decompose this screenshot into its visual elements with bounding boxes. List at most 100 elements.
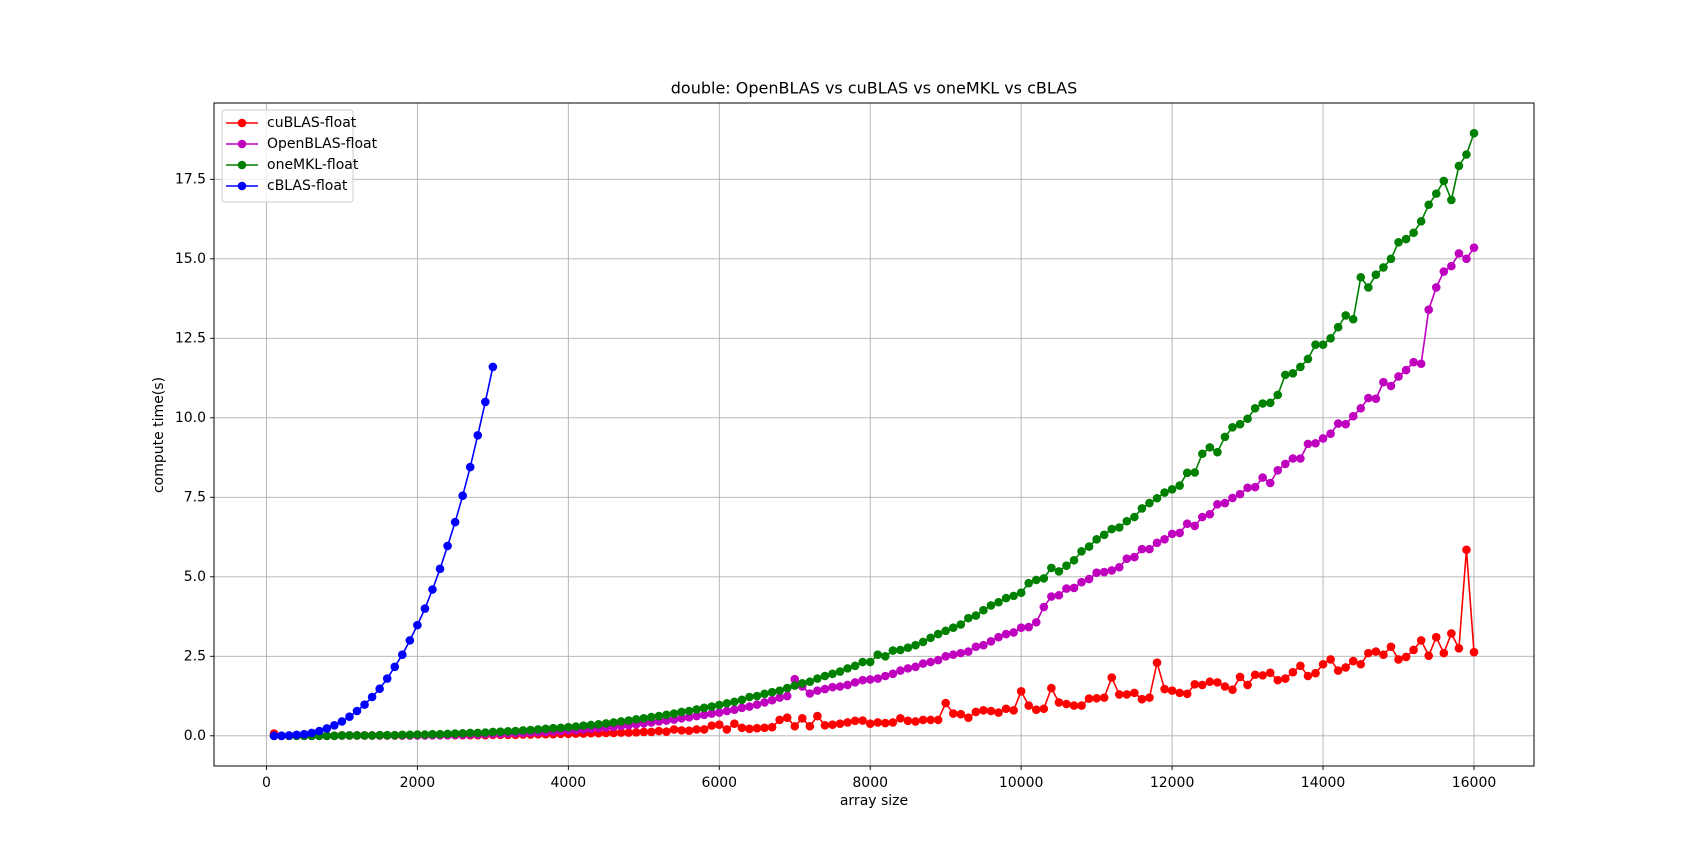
data-point xyxy=(964,647,973,656)
data-point xyxy=(1114,562,1124,572)
data-point xyxy=(896,714,905,723)
data-point xyxy=(1130,512,1139,522)
data-point xyxy=(390,662,400,672)
data-point xyxy=(903,716,913,726)
data-point xyxy=(737,723,747,733)
data-point xyxy=(428,585,437,594)
data-point xyxy=(1469,647,1479,657)
data-point xyxy=(828,720,837,729)
axes-frame xyxy=(213,102,1535,767)
data-point xyxy=(1265,668,1275,678)
data-point xyxy=(835,719,845,729)
data-point xyxy=(654,726,664,736)
data-point xyxy=(1273,465,1283,475)
data-point xyxy=(1039,574,1049,583)
data-point xyxy=(1356,272,1366,282)
data-point xyxy=(367,731,377,740)
data-point xyxy=(1394,655,1403,664)
data-point xyxy=(1092,568,1101,577)
x-tick-label: 12000 xyxy=(1150,775,1195,791)
data-point xyxy=(1084,694,1094,703)
data-point xyxy=(1469,128,1479,138)
data-point xyxy=(903,643,913,653)
data-point xyxy=(1258,399,1267,408)
data-point xyxy=(979,706,988,715)
data-point xyxy=(828,682,837,692)
data-point xyxy=(473,728,483,738)
data-point xyxy=(941,626,950,636)
data-point xyxy=(579,721,588,730)
data-point xyxy=(1273,390,1283,400)
data-point xyxy=(964,613,973,623)
data-point xyxy=(1250,670,1260,680)
data-point xyxy=(752,691,762,701)
data-point xyxy=(1462,545,1471,555)
data-point xyxy=(979,605,988,615)
data-point xyxy=(345,712,354,722)
data-point xyxy=(1265,398,1275,408)
legend-label: cBLAS-float xyxy=(267,178,348,194)
data-point xyxy=(843,680,852,690)
data-point xyxy=(1416,216,1426,226)
data-point xyxy=(1296,454,1305,463)
legend-marker xyxy=(237,118,247,128)
data-point xyxy=(888,718,898,727)
data-point xyxy=(337,731,347,740)
data-point xyxy=(1062,561,1071,570)
data-point xyxy=(1258,671,1267,680)
data-point xyxy=(398,730,407,740)
data-point xyxy=(1333,666,1343,675)
data-point xyxy=(1469,243,1479,252)
x-tick-label: 10000 xyxy=(999,775,1044,791)
data-point xyxy=(933,655,943,665)
data-point xyxy=(435,564,445,574)
data-point xyxy=(684,726,694,736)
data-point xyxy=(737,695,747,705)
y-tick-label: 0.0 xyxy=(184,728,206,744)
data-point xyxy=(1077,701,1086,710)
data-point xyxy=(722,706,732,716)
data-point xyxy=(835,682,845,691)
data-point xyxy=(413,620,422,630)
data-point xyxy=(926,715,935,725)
legend-marker xyxy=(237,160,247,170)
data-point xyxy=(858,716,867,725)
data-point xyxy=(669,709,679,718)
legend-marker xyxy=(237,139,247,149)
data-point xyxy=(322,731,332,741)
data-point xyxy=(843,664,852,673)
data-point xyxy=(1016,686,1026,696)
x-tick-label: 2000 xyxy=(400,775,436,791)
data-point xyxy=(639,727,649,737)
data-point xyxy=(443,541,452,551)
data-point xyxy=(1031,617,1041,627)
data-point xyxy=(692,725,701,734)
data-point xyxy=(1243,483,1252,493)
data-point xyxy=(1107,524,1117,534)
data-point xyxy=(450,517,460,527)
data-point xyxy=(1431,283,1441,292)
data-point xyxy=(790,681,800,690)
data-point xyxy=(1001,629,1011,639)
data-point xyxy=(1024,622,1034,632)
data-point xyxy=(1326,334,1335,343)
data-point xyxy=(1160,684,1169,694)
data-point xyxy=(745,702,754,711)
data-point xyxy=(714,708,724,717)
data-point xyxy=(1341,419,1350,429)
data-point xyxy=(1092,693,1101,703)
data-point xyxy=(986,601,996,610)
data-point xyxy=(745,692,754,702)
data-point xyxy=(1160,534,1169,544)
data-point xyxy=(737,703,747,713)
data-point xyxy=(1356,659,1366,669)
data-point xyxy=(1424,200,1434,210)
data-point xyxy=(767,695,777,705)
data-point xyxy=(820,671,830,681)
data-point xyxy=(662,727,671,736)
data-point xyxy=(699,725,709,734)
data-point xyxy=(1462,254,1471,264)
data-point xyxy=(1409,645,1418,655)
data-point xyxy=(1447,195,1456,205)
data-point xyxy=(496,727,505,736)
